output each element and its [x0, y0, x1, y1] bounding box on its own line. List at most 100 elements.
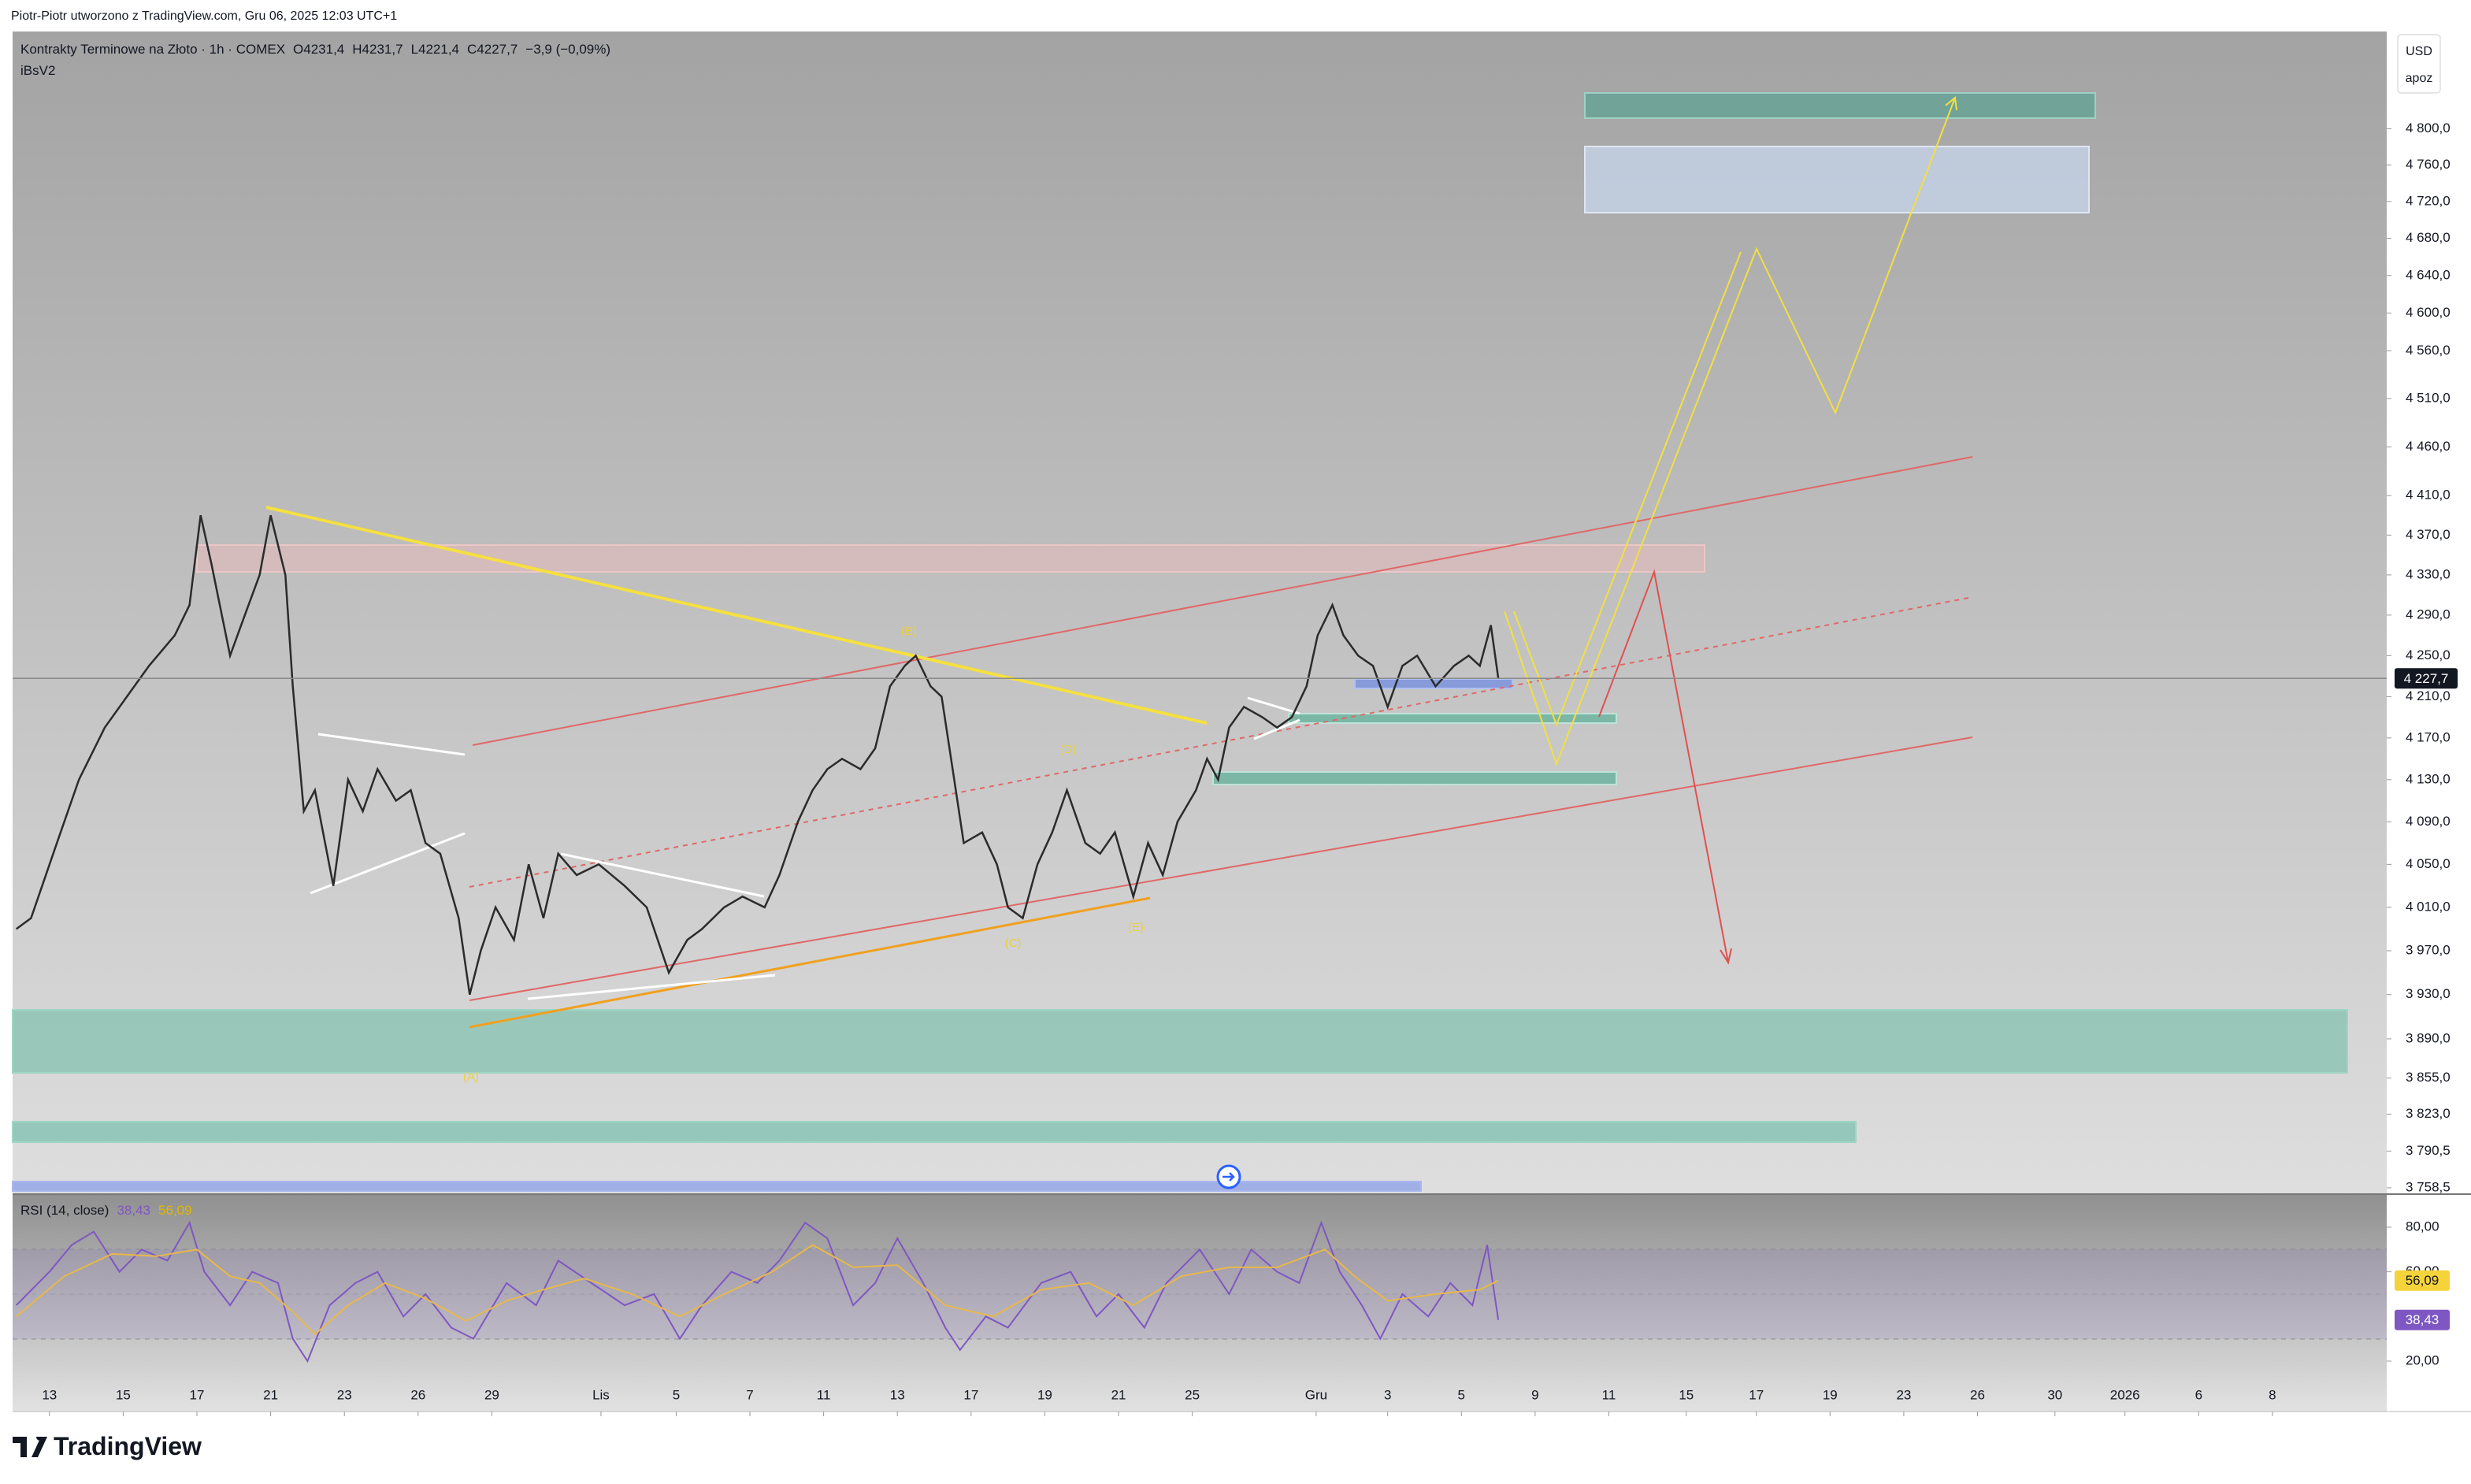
arrow-head: [1945, 96, 1957, 111]
credit-text: Piotr-Piotr utworzono z TradingView.com,…: [11, 9, 398, 23]
x-tick-label: 15: [116, 1387, 131, 1402]
projection-path: [1598, 569, 1729, 963]
x-tick-label: 2026: [2110, 1387, 2140, 1402]
x-tick-label: 5: [1458, 1387, 1465, 1402]
drawings: [265, 96, 1973, 1029]
channel-line: [472, 456, 1973, 746]
x-tick-label: 26: [1970, 1387, 1985, 1402]
last-price-label: 4 227,7: [2404, 671, 2449, 686]
x-tick-label: Gru: [1305, 1387, 1327, 1402]
logo[interactable]: TradingView: [13, 1432, 202, 1461]
y-tick-label: 4 290,0: [2406, 607, 2451, 621]
y-tick-label: 80,00: [2406, 1219, 2439, 1234]
x-tick-label: 15: [1679, 1387, 1694, 1402]
y-tick-label: 4 800,0: [2406, 121, 2451, 135]
x-tick-label: 13: [890, 1387, 905, 1402]
ohlc: C4227,7: [467, 42, 518, 57]
x-tick-label: 13: [42, 1387, 57, 1402]
value-badge: [2395, 1270, 2450, 1291]
currency: USD: [2406, 45, 2432, 58]
series-line: [15, 1220, 1500, 1363]
wave-label: (E): [1128, 921, 1144, 934]
y-tick-label: 4 010,0: [2406, 899, 2451, 914]
y-tick-label: 3 970,0: [2406, 943, 2451, 958]
x-tick-label: 8: [2269, 1387, 2276, 1402]
y-tick-label: 4 560,0: [2406, 343, 2451, 358]
triangle-line: [1253, 718, 1300, 740]
rsi-value: 38,43: [117, 1203, 150, 1218]
x-tick-label: 17: [963, 1387, 978, 1402]
triangle-line: [310, 832, 466, 895]
price-pane: [13, 32, 2387, 1194]
target-zone: [1584, 146, 2090, 213]
x-tick-label: 25: [1185, 1387, 1200, 1402]
wave-label: (D): [1060, 743, 1077, 756]
x-tick-label: 19: [1037, 1387, 1052, 1402]
wave-label: (B): [901, 625, 917, 638]
rsi-pane: [13, 1194, 2387, 1412]
x-tick-label: 17: [190, 1387, 205, 1402]
symbol: Kontrakty Terminowe na Złoto · 1h · COME…: [20, 42, 286, 57]
support-zone: [1212, 771, 1617, 785]
x-tick-label: 3: [1384, 1387, 1391, 1402]
value-badge: [2395, 1309, 2450, 1330]
x-tick-label: 11: [817, 1387, 831, 1402]
y-tick-label: 4 680,0: [2406, 230, 2451, 245]
rsi-title: RSI (14, close): [20, 1203, 109, 1218]
y-tick-label: 4 130,0: [2406, 771, 2451, 786]
x-tick-label: 30: [2047, 1387, 2062, 1402]
y-tick-label: 4 210,0: [2406, 688, 2451, 703]
y-tick-label: 4 250,0: [2406, 647, 2451, 662]
currency-box[interactable]: [2397, 34, 2441, 94]
y-tick-label: 3 823,0: [2406, 1106, 2451, 1121]
indicator: iBsV2: [20, 63, 56, 78]
labels: (B) (D) (C) (E) (A): [463, 625, 1144, 1084]
y-tick-label: 3 855,0: [2406, 1070, 2451, 1085]
y-tick-label: 3 890,0: [2406, 1030, 2451, 1045]
triangle-line: [1247, 696, 1300, 715]
series-line: [15, 514, 1500, 996]
triangle-line: [527, 974, 776, 1000]
x-tick-label: 23: [337, 1387, 352, 1402]
indicator-line: iBsV2: [20, 63, 55, 79]
trend-line: [469, 896, 1151, 1029]
x-tick-label: 21: [1111, 1387, 1126, 1402]
value-badge-label: 56,09: [2406, 1273, 2439, 1288]
y-tick-label: 4 640,0: [2406, 267, 2451, 282]
x-tick-label: 23: [1896, 1387, 1911, 1402]
support-zone: [12, 1009, 2348, 1074]
y-tick-label: 4 170,0: [2406, 729, 2451, 744]
rsi-ma-value: 56,09: [158, 1203, 192, 1218]
y-tick-label: 3 758,5: [2406, 1179, 2451, 1194]
support-zone: [1288, 713, 1617, 724]
y-tick-label: 4 720,0: [2406, 193, 2451, 208]
arrow-head: [1720, 948, 1732, 965]
x-tick-label: 5: [673, 1387, 680, 1402]
wave-label: (C): [1005, 937, 1022, 950]
replay-arrow: [1223, 1172, 1235, 1182]
price-axis: [2387, 32, 2471, 1412]
x-tick-label: 26: [410, 1387, 425, 1402]
channel-line: [469, 736, 1973, 1001]
logo-mark: [13, 1436, 47, 1457]
projection-path: [1513, 251, 1742, 727]
x-tick-label: Lis: [592, 1387, 610, 1402]
y-tick-label: 4 330,0: [2406, 566, 2451, 581]
support-zone: [12, 1121, 1857, 1143]
y-tick-label: 4 760,0: [2406, 157, 2451, 172]
x-tick-label: 29: [484, 1387, 499, 1402]
y-tick-label: 4 600,0: [2406, 305, 2451, 320]
ohlc: O4231,4: [293, 42, 345, 57]
y-tick-label: 20,00: [2406, 1352, 2439, 1367]
unit: apoz: [2406, 72, 2433, 85]
change: −3,9 (−0,09%): [525, 42, 611, 57]
y-tick-label: 3 930,0: [2406, 986, 2451, 1001]
x-tick-label: 9: [1531, 1387, 1538, 1402]
value-badge-label: 38,43: [2406, 1312, 2439, 1327]
ohlc: L4221,4: [410, 42, 460, 57]
x-tick-label: 19: [1823, 1387, 1838, 1402]
y-tick-label: 4 510,0: [2406, 390, 2451, 405]
y-tick-label: 4 090,0: [2406, 814, 2451, 829]
